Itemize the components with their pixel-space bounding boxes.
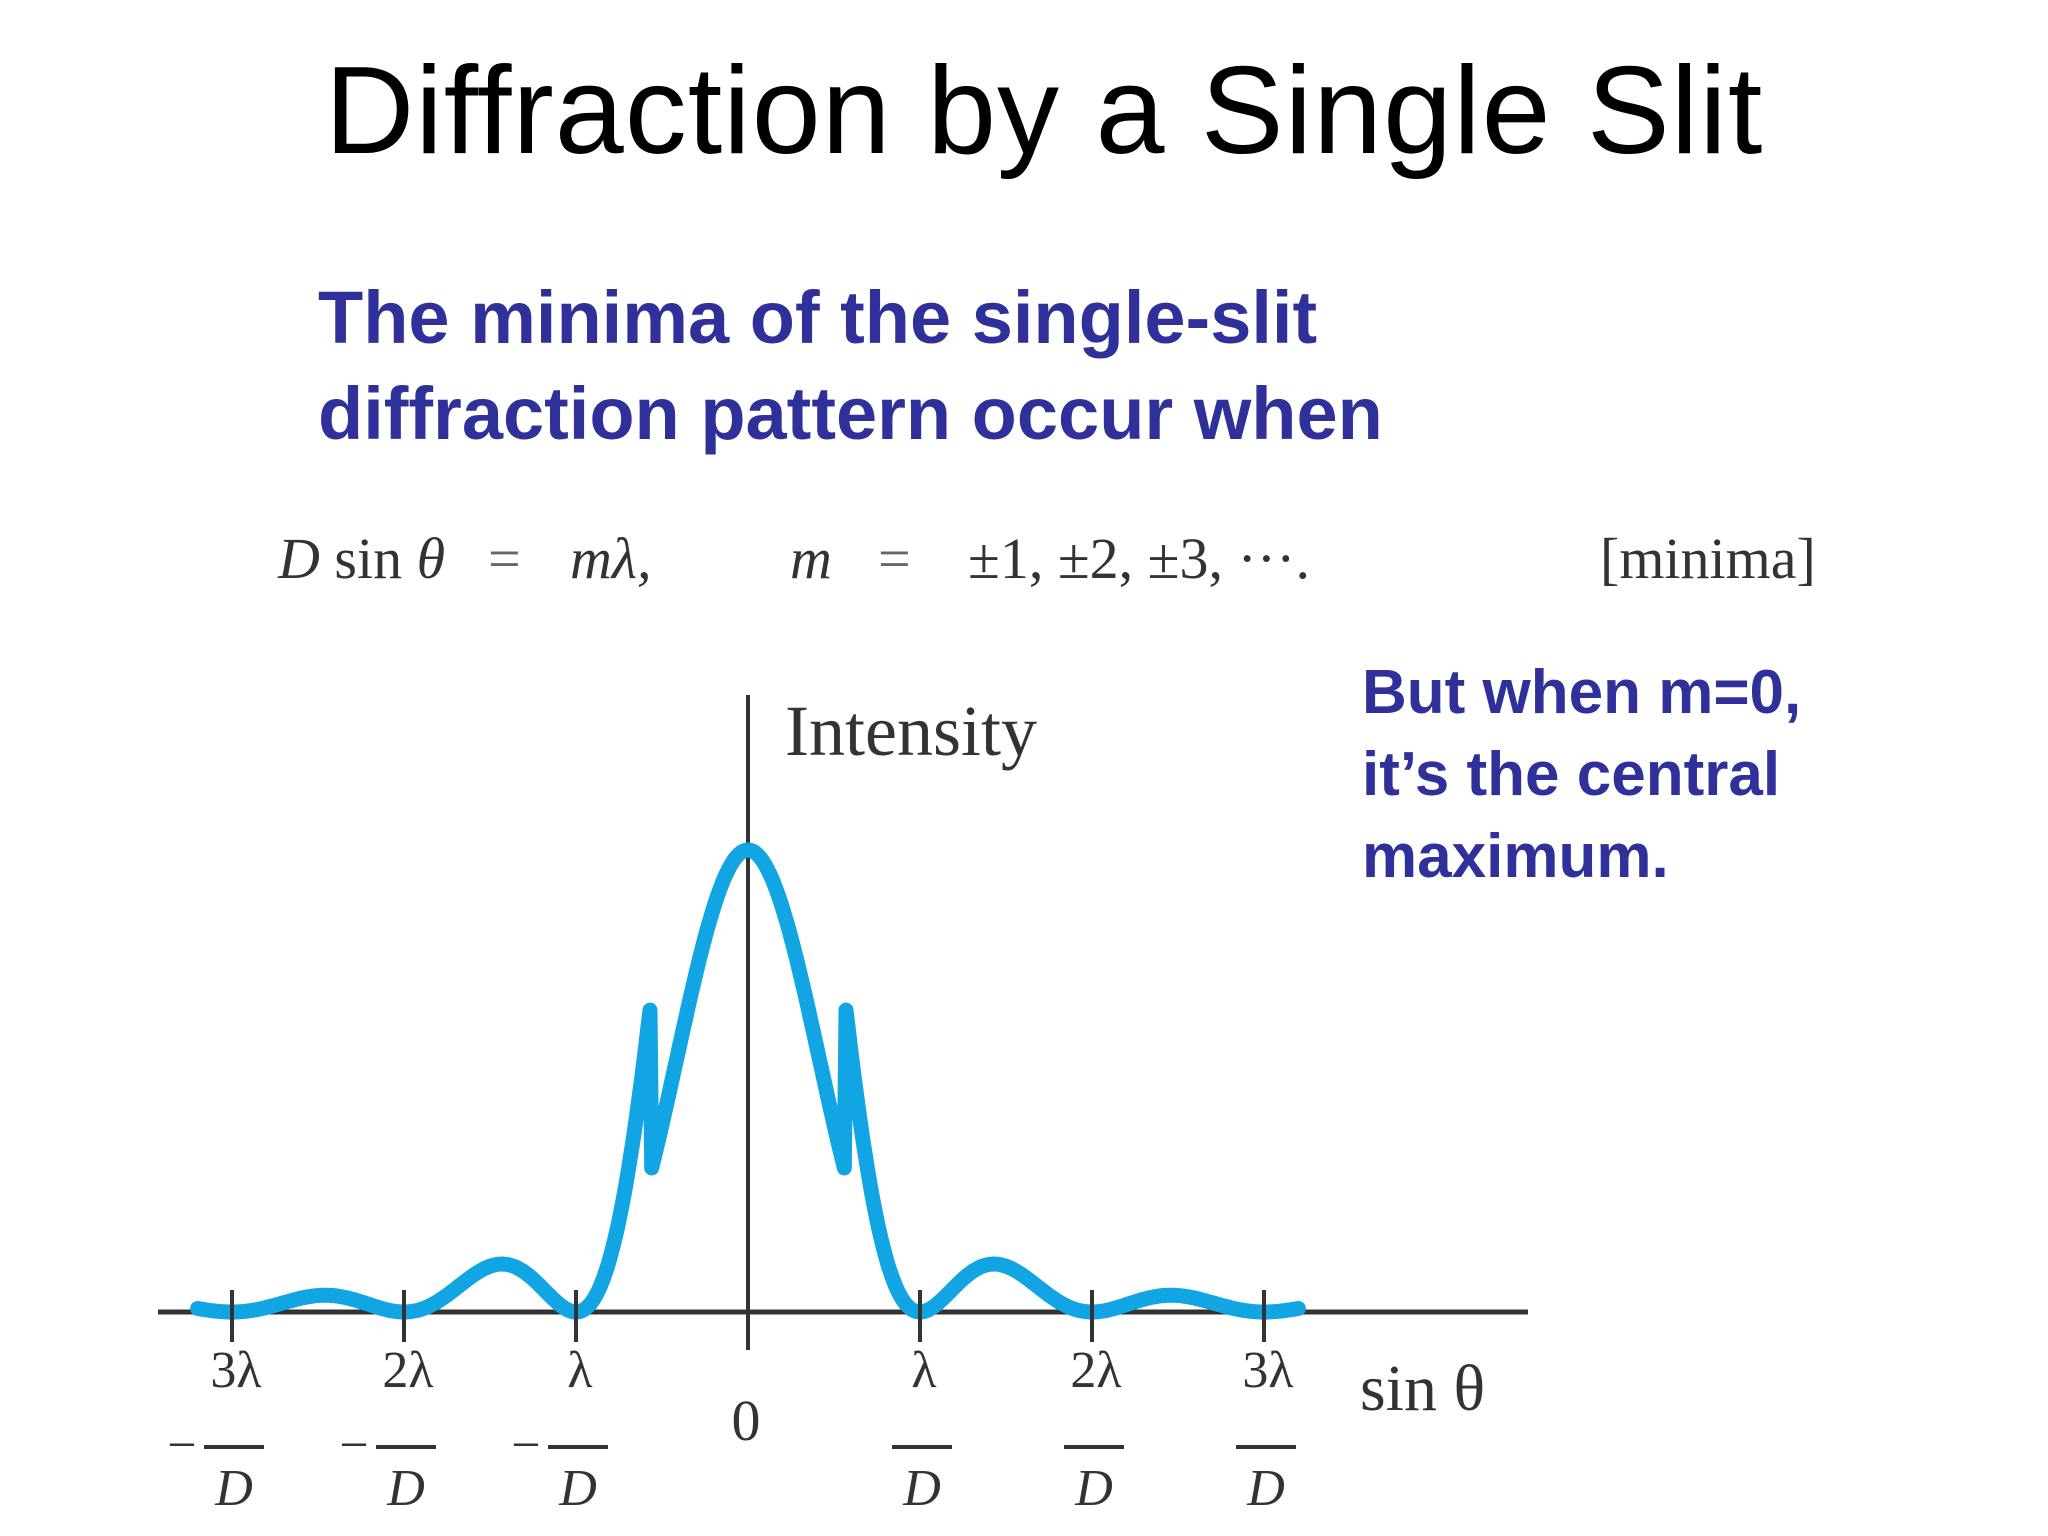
x-tick-sign-2: − <box>511 1417 540 1474</box>
x-tick-denominator-0: D <box>214 1460 253 1517</box>
x-tick-numerator-4: λ <box>911 1342 936 1399</box>
note-line-2: it’s the central <box>1362 740 1781 809</box>
x-tick-denominator-1: D <box>386 1460 425 1517</box>
lead-text: The minima of the single-slit diffractio… <box>318 270 1618 462</box>
intensity-curve <box>190 842 1306 1320</box>
equation-equals-1: = <box>488 526 521 591</box>
x-tick-numerator-2: λ <box>567 1342 592 1399</box>
equation-sin: sin <box>334 526 403 591</box>
x-tick-numerator-1: 2λ <box>382 1342 433 1399</box>
equation-rhs: mλ, <box>570 526 652 591</box>
x-axis-label: sin θ <box>1360 1352 1485 1425</box>
equation-m-values: ±1, ±2, ±3, ···. <box>968 526 1310 591</box>
x-tick-sign-1: − <box>339 1417 368 1474</box>
equation-theta: θ <box>416 526 446 591</box>
chart-labels: Intensity sin θ <box>785 691 1485 1425</box>
equation-tag: [minima] <box>1600 526 1816 591</box>
x-tick-numerator-0: 3λ <box>210 1342 261 1399</box>
note-line-3: maximum. <box>1362 822 1669 891</box>
note-line-1: But when m=0, <box>1362 658 1802 727</box>
x-tick-numerator-6: 3λ <box>1242 1342 1293 1399</box>
x-tick-denominator-6: D <box>1246 1460 1285 1517</box>
x-tick-numerator-5: 2λ <box>1070 1342 1121 1399</box>
lead-line-1: The minima of the single-slit <box>318 276 1318 359</box>
x-tick-denominator-4: D <box>902 1460 941 1517</box>
chart-series <box>190 842 1306 1320</box>
equation-equals-2: = <box>878 526 911 591</box>
equation-m-label: m <box>790 526 832 591</box>
x-tick-label-3: 0 <box>732 1388 761 1453</box>
x-tick-denominator-5: D <box>1074 1460 1113 1517</box>
x-tick-denominator-2: D <box>558 1460 597 1517</box>
equation-lhs: D sin θ <box>278 525 445 592</box>
x-tick-sign-0: − <box>167 1417 196 1474</box>
central-max-note: But when m=0, it’s the central maximum. <box>1362 652 1962 898</box>
lead-line-2: diffraction pattern occur when <box>318 372 1383 455</box>
y-axis-label: Intensity <box>785 691 1037 771</box>
slide-title: Diffraction by a Single Slit <box>324 42 1764 180</box>
equation-var-d: D <box>278 526 320 591</box>
